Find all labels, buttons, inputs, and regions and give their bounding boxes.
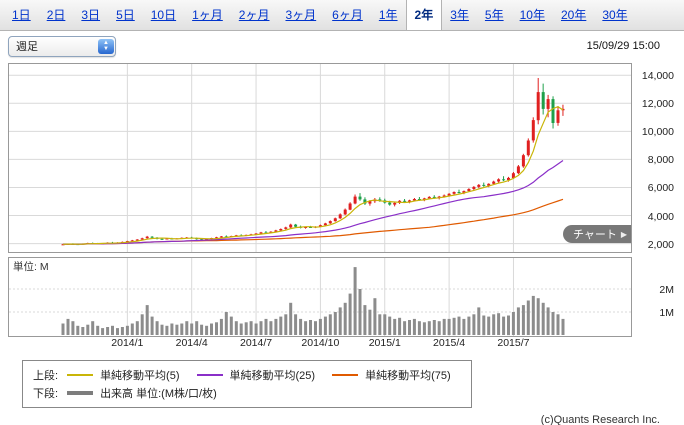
- legend-row: 上段: 単純移動平均(5) 単純移動平均(25) 単純移動平均(75): [33, 366, 461, 384]
- quote-timestamp: 15/09/29 15:00: [586, 40, 660, 52]
- period-tab[interactable]: 5年: [484, 8, 504, 22]
- x-axis-label: 2014/1: [111, 337, 144, 349]
- ma25-line: [62, 160, 564, 245]
- ma75-line: [62, 198, 564, 245]
- period-tab[interactable]: 1日: [12, 8, 31, 22]
- legend-label: 出来高 単位:(M株/口/枚): [100, 388, 217, 400]
- period-tab[interactable]: 1ヶ月: [192, 8, 223, 22]
- price-axis-label: 12,000: [641, 98, 674, 110]
- price-axis-label: 14,000: [641, 70, 674, 82]
- price-axis-label: 6,000: [647, 182, 674, 194]
- price-axis-label: 2,000: [647, 239, 674, 251]
- legend-swatch: [196, 374, 223, 376]
- legend-label: 単純移動平均(5): [100, 370, 180, 382]
- period-tab[interactable]: 6ヶ月: [332, 8, 363, 22]
- price-axis-label: 8,000: [647, 154, 674, 166]
- x-axis-label: 2014/7: [239, 337, 273, 349]
- period-tab[interactable]: 2ヶ月: [238, 8, 270, 22]
- x-axis-label: 2015/4: [433, 337, 466, 349]
- price-gridlines: [9, 64, 631, 252]
- volume-unit-label: 単位: M: [13, 261, 49, 273]
- chart-tag-label: チャート: [572, 229, 617, 241]
- period-tab[interactable]: 5日: [116, 8, 135, 22]
- volume-chart-canvas[interactable]: [9, 258, 631, 336]
- chart-type-value: 週足: [16, 41, 38, 53]
- chevron-right-icon: ▶: [620, 229, 627, 239]
- period-tab[interactable]: 3日: [81, 8, 101, 22]
- period-tab[interactable]: 3年: [450, 8, 469, 22]
- arrow-up-icon: ▲: [103, 40, 109, 46]
- x-axis-labels: 2014/1 2014/4 2014/7 2014/10 2015/1 2015/4 201…: [9, 337, 631, 351]
- legend-row-prefix: 下段:: [33, 388, 59, 400]
- legend-swatch: [332, 374, 359, 376]
- copyright: (c)Quants Research Inc.: [540, 414, 660, 425]
- chart-legend: 上段: 単純移動平均(5) 単純移動平均(25) 単純移動平均(75) 下段: 出来高 単…: [22, 360, 472, 408]
- period-tab[interactable]: 1年: [378, 8, 398, 22]
- legend-row-prefix: 上段:: [33, 370, 59, 382]
- volume-axis-label: 1M: [659, 307, 674, 319]
- period-tab[interactable]: 30年: [602, 8, 628, 22]
- chart-region: チャート ▶ 単位: M 2014/1 2014/4 2014/7 2014/10 20…: [8, 63, 680, 352]
- legend-row: 下段: 出来高 単位:(M株/口/枚): [33, 384, 461, 402]
- chart-controls-bar: 週足 ▲ ▼ 15/09/29 15:00: [0, 31, 684, 59]
- legend-swatch: [67, 374, 94, 376]
- price-chart-canvas[interactable]: [9, 64, 631, 252]
- arrow-down-icon: ▼: [103, 46, 109, 52]
- x-axis-label: 2015/7: [497, 337, 530, 349]
- x-axis-label: 2015/1: [368, 337, 401, 349]
- x-axis-label: 2014/4: [175, 337, 208, 349]
- price-axis-label: 10,000: [641, 126, 674, 138]
- period-tab[interactable]: 3ヶ月: [285, 8, 317, 22]
- volume-axis-label: 2M: [659, 284, 674, 296]
- volume-chart-panel: 単位: M: [8, 257, 632, 337]
- period-tab[interactable]: 2年: [405, 0, 443, 30]
- select-arrows-icon: ▲ ▼: [98, 38, 114, 54]
- price-axis-label: 4,000: [647, 211, 674, 223]
- period-tabbar: 1日 2日 3日 5日 10日 1ヶ月 2ヶ月 3ヶ月 6ヶ月 1年 2年 3年 5年 10年 20年 30年: [0, 0, 684, 31]
- chart-type-select[interactable]: 週足 ▲ ▼: [8, 35, 116, 57]
- legend-label: 単純移動平均(75): [365, 370, 451, 382]
- period-tab[interactable]: 20年: [560, 8, 587, 22]
- period-tab[interactable]: 2日: [46, 8, 66, 22]
- period-tab[interactable]: 10年: [519, 8, 545, 22]
- ma5-line: [62, 106, 564, 245]
- legend-swatch: [67, 391, 94, 395]
- chart-panel-tag[interactable]: チャート ▶: [562, 225, 631, 243]
- price-chart-panel: チャート ▶: [8, 63, 632, 253]
- period-tab[interactable]: 10日: [150, 8, 177, 22]
- legend-label: 単純移動平均(25): [229, 370, 316, 382]
- x-axis-label: 2014/10: [301, 337, 340, 349]
- y-axis-labels: 2,000 4,000 6,000 8,000 10,000 12,000 14,000 1M…: [632, 63, 674, 352]
- volume-bars: [61, 267, 565, 336]
